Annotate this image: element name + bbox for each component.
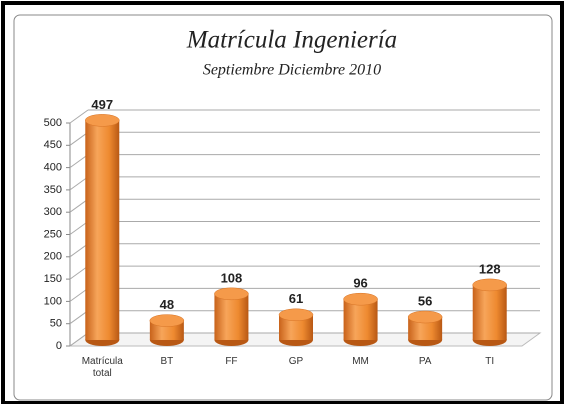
grid-line <box>69 176 89 191</box>
grid-line <box>69 221 89 235</box>
bar <box>472 284 507 340</box>
y-tick-label: 200 <box>44 251 62 263</box>
bar <box>214 293 249 340</box>
bar-top <box>214 287 249 301</box>
value-label: 48 <box>160 297 174 312</box>
x-tick-label: PA <box>418 356 432 367</box>
y-tick-label: 450 <box>44 139 62 151</box>
y-tick-label: 50 <box>50 318 62 330</box>
grid-line <box>69 287 89 302</box>
y-tick-label: 250 <box>44 228 62 240</box>
x-tick-label: GP <box>288 356 304 367</box>
x-tick-label-box: TI <box>485 356 495 367</box>
grid-line <box>69 310 89 325</box>
bar-top <box>278 308 314 322</box>
x-tick-label-box: GP <box>288 356 304 367</box>
y-tick-label: 500 <box>44 117 62 129</box>
grid-line <box>69 265 89 280</box>
grid-line <box>69 131 89 146</box>
grid-line <box>69 198 89 213</box>
x-tick-label-box: Matrícula total <box>81 356 123 379</box>
chart-title: Matrícula Ingeniería <box>186 27 397 54</box>
grid-line <box>69 154 89 169</box>
x-tick-label: MM <box>352 356 369 367</box>
y-tick-label: 400 <box>44 162 62 174</box>
x-tick-label: TI <box>485 356 495 367</box>
x-tick-label-box: BT <box>160 356 174 367</box>
bar-top <box>343 292 378 306</box>
chart-subtitle: Septiembre Diciembre 2010 <box>203 62 381 79</box>
bar <box>85 120 120 340</box>
value-label: 56 <box>418 293 432 308</box>
bar <box>408 317 443 340</box>
x-tick-label: Matrícula total <box>81 356 123 379</box>
chart-frame <box>13 14 553 401</box>
bar-top <box>149 314 185 327</box>
y-tick-label: 100 <box>44 295 62 307</box>
y-tick-label: 300 <box>44 206 62 218</box>
x-tick-label-box: MM <box>352 356 369 367</box>
y-tick-label: 0 <box>56 340 62 352</box>
grid-line <box>69 109 89 124</box>
bar-top <box>85 114 120 127</box>
value-label: 61 <box>289 291 303 306</box>
x-tick-label: BT <box>160 356 174 367</box>
x-tick-label-box: FF <box>225 356 238 367</box>
x-tick-label-box: PA <box>418 356 432 367</box>
value-label: 128 <box>479 261 501 276</box>
value-label: 108 <box>221 270 243 285</box>
bar <box>343 299 378 340</box>
bar-top <box>407 310 443 324</box>
value-label: 497 <box>91 97 113 112</box>
bar-top <box>472 278 507 292</box>
grid-line <box>69 332 89 347</box>
y-tick-label: 150 <box>44 273 62 285</box>
grid-line <box>69 243 89 258</box>
y-tick-label: 350 <box>44 184 62 196</box>
x-tick-label: FF <box>225 356 238 367</box>
value-label: 96 <box>353 276 367 291</box>
